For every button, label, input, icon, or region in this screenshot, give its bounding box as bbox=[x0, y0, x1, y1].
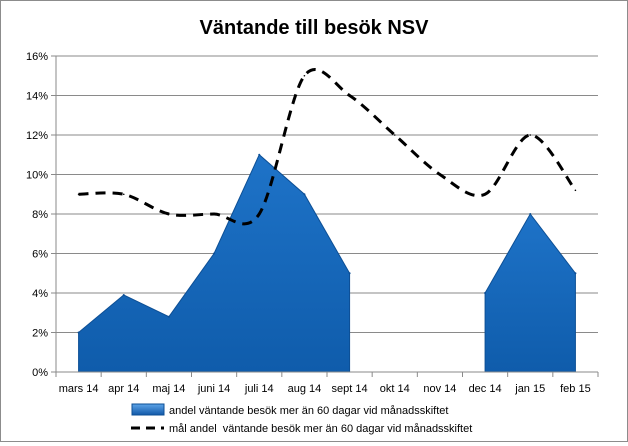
legend-label-area: andel väntande besök mer än 60 dagar vid… bbox=[169, 405, 448, 417]
area-point bbox=[77, 331, 80, 334]
x-tick-label: jan 15 bbox=[514, 383, 545, 395]
x-tick-label: dec 14 bbox=[469, 383, 502, 395]
area-series-segment bbox=[78, 153, 351, 373]
x-tick-label: juli 14 bbox=[244, 383, 274, 395]
legend-label-target: mål andel väntande besök mer än 60 dagar… bbox=[169, 423, 472, 435]
target-point bbox=[168, 213, 170, 215]
legend-swatch-area bbox=[131, 403, 165, 416]
area-point bbox=[258, 153, 261, 156]
target-point bbox=[303, 74, 306, 77]
target-point bbox=[213, 213, 215, 215]
y-tick-label: 4% bbox=[32, 288, 48, 300]
y-tick-label: 8% bbox=[32, 209, 48, 221]
target-point bbox=[122, 193, 125, 196]
x-tick-label: sept 14 bbox=[332, 383, 368, 395]
y-tick-label: 14% bbox=[26, 91, 48, 103]
target-point bbox=[77, 193, 80, 196]
x-tick-label: okt 14 bbox=[380, 383, 410, 395]
area-point bbox=[167, 315, 170, 318]
x-tick-label: maj 14 bbox=[152, 383, 185, 395]
y-tick-label: 16% bbox=[26, 51, 48, 63]
x-tick-label: aug 14 bbox=[288, 383, 322, 395]
y-tick-label: 6% bbox=[32, 249, 48, 261]
target-point bbox=[439, 173, 441, 176]
y-tick-label: 2% bbox=[32, 328, 48, 340]
area-point bbox=[213, 252, 216, 255]
target-point bbox=[484, 193, 486, 196]
x-tick-label: apr 14 bbox=[108, 383, 139, 395]
y-tick-label: 12% bbox=[26, 130, 48, 142]
area-point bbox=[122, 293, 125, 296]
area-point bbox=[348, 272, 351, 275]
target-point bbox=[258, 213, 261, 215]
target-point bbox=[574, 189, 577, 192]
x-tick-label: nov 14 bbox=[423, 383, 456, 395]
y-tick-label: 0% bbox=[32, 367, 48, 379]
target-line bbox=[78, 68, 577, 226]
area-point bbox=[529, 213, 532, 215]
x-tick-label: mars 14 bbox=[59, 383, 99, 395]
area-series-segment bbox=[484, 213, 576, 373]
area-point bbox=[303, 193, 306, 196]
target-point bbox=[393, 134, 396, 136]
area-point bbox=[484, 292, 487, 294]
chart-title: Väntande till besök NSV bbox=[200, 17, 430, 39]
target-point bbox=[348, 94, 351, 97]
y-tick-label: 10% bbox=[26, 170, 48, 182]
target-point bbox=[529, 134, 532, 136]
area-point bbox=[574, 272, 577, 275]
x-tick-label: feb 15 bbox=[560, 383, 591, 395]
x-tick-label: juni 14 bbox=[197, 383, 230, 395]
